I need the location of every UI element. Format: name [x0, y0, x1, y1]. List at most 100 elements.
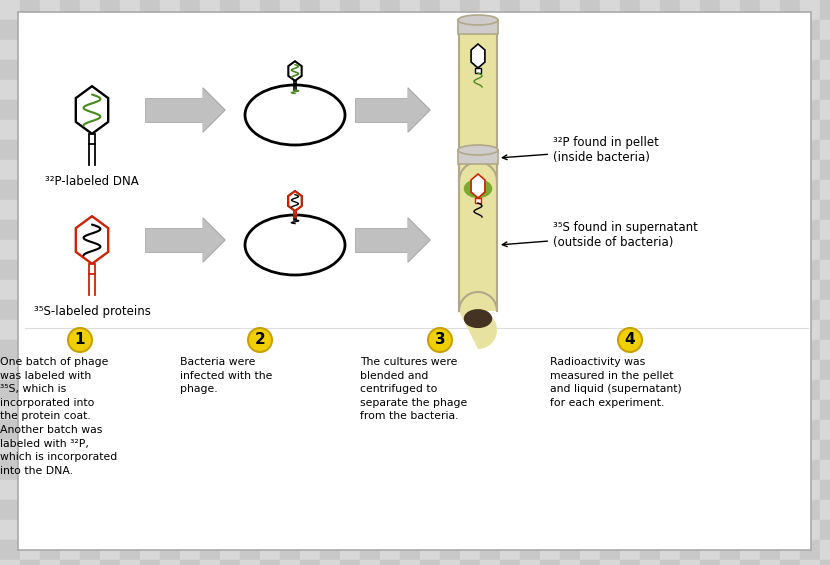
Bar [720, 380, 740, 400]
Bar [180, 40, 200, 60]
Bar [540, 60, 560, 80]
Bar [360, 180, 380, 200]
Bar [680, 440, 700, 460]
Bar [0, 100, 20, 120]
Bar [80, 300, 100, 320]
Bar [220, 400, 240, 420]
Bar [20, 420, 40, 440]
Bar [180, 80, 200, 100]
Bar [220, 500, 240, 520]
Bar [320, 20, 340, 40]
Bar [80, 240, 100, 260]
Bar [580, 100, 600, 120]
Bar [480, 460, 500, 480]
Bar [60, 460, 80, 480]
Bar [120, 240, 140, 260]
Bar [380, 0, 400, 20]
Bar [360, 140, 380, 160]
Bar [360, 20, 380, 40]
Bar [20, 500, 40, 520]
Polygon shape [76, 216, 108, 264]
Bar [0, 380, 20, 400]
Bar [460, 40, 480, 60]
Bar [240, 140, 260, 160]
Bar [300, 40, 320, 60]
Bar [700, 460, 720, 480]
Bar [600, 460, 620, 480]
Bar [320, 400, 340, 420]
Bar [120, 80, 140, 100]
Bar [80, 440, 100, 460]
Bar [220, 180, 240, 200]
Bar [100, 40, 120, 60]
Bar [380, 500, 400, 520]
Bar [280, 340, 300, 360]
Bar [280, 280, 300, 300]
Bar [540, 280, 560, 300]
Bar [180, 360, 200, 380]
Bar [260, 360, 280, 380]
Bar [80, 500, 100, 520]
Bar [540, 460, 560, 480]
Bar [800, 420, 820, 440]
Bar [180, 540, 200, 560]
Bar [780, 180, 800, 200]
Bar [780, 120, 800, 140]
Bar [600, 240, 620, 260]
Bar [540, 440, 560, 460]
Bar [240, 300, 260, 320]
Bar [300, 540, 320, 560]
Bar [200, 200, 220, 220]
Bar [260, 0, 280, 20]
Bar [720, 120, 740, 140]
Bar [460, 200, 480, 220]
Bar [560, 260, 580, 280]
Bar [240, 120, 260, 140]
Bar [360, 460, 380, 480]
Bar [320, 480, 340, 500]
Bar [640, 20, 660, 40]
Bar [260, 480, 280, 500]
Bar [0, 480, 20, 500]
Bar [420, 80, 440, 100]
Bar [280, 140, 300, 160]
Bar [300, 260, 320, 280]
Bar [640, 480, 660, 500]
Bar [780, 160, 800, 180]
Bar [520, 120, 540, 140]
Bar [40, 540, 60, 560]
Bar [180, 60, 200, 80]
Bar [760, 360, 780, 380]
Bar [680, 20, 700, 40]
Bar [260, 500, 280, 520]
Bar [220, 280, 240, 300]
Bar [180, 260, 200, 280]
Bar [500, 280, 520, 300]
Bar [640, 200, 660, 220]
Bar [520, 240, 540, 260]
Bar [458, 150, 498, 164]
Bar [620, 460, 640, 480]
Polygon shape [89, 264, 95, 274]
Bar [740, 260, 760, 280]
Bar [640, 560, 660, 565]
Bar [800, 380, 820, 400]
Bar [440, 480, 460, 500]
Bar [380, 380, 400, 400]
Bar [140, 240, 160, 260]
Bar [420, 40, 440, 60]
Bar [440, 440, 460, 460]
Bar [540, 40, 560, 60]
Bar [560, 40, 580, 60]
Bar [260, 200, 280, 220]
Bar [820, 420, 830, 440]
Bar [140, 140, 160, 160]
Bar [500, 20, 520, 40]
Bar [480, 380, 500, 400]
Bar [140, 160, 160, 180]
Bar [760, 480, 780, 500]
Bar [400, 420, 420, 440]
Bar [100, 100, 120, 120]
Bar [720, 260, 740, 280]
Bar [600, 420, 620, 440]
